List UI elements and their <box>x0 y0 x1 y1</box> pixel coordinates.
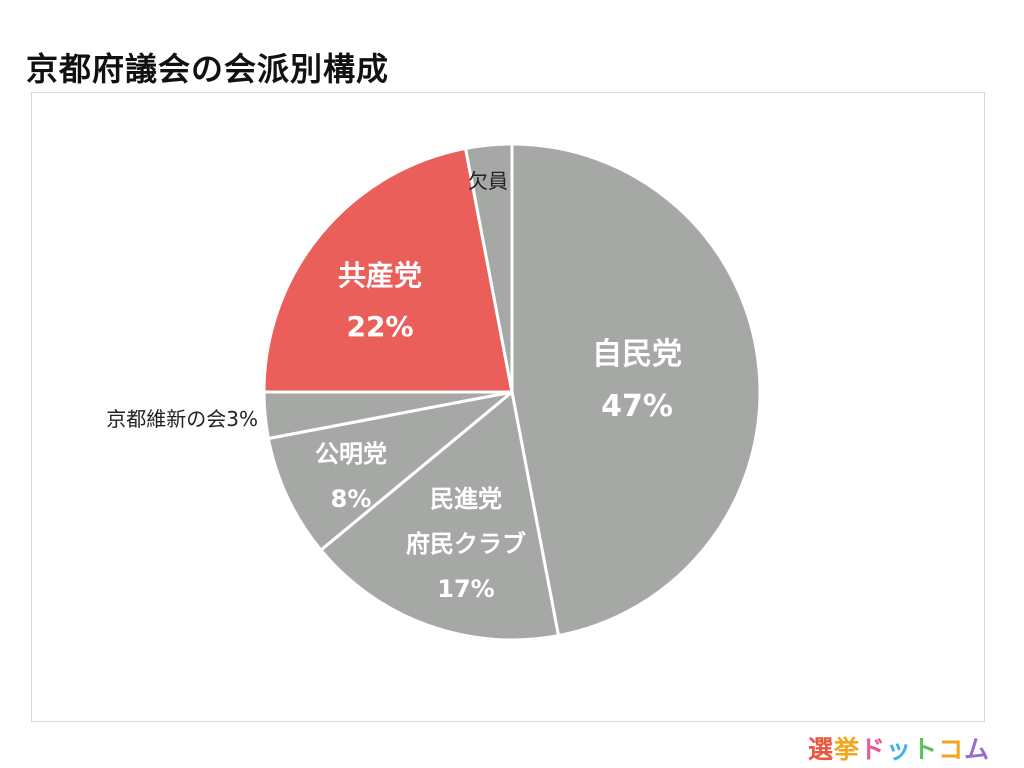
pie-slice <box>266 390 514 552</box>
slice-percent-label: 22% <box>346 310 413 343</box>
logo-char: 選 <box>808 735 835 764</box>
page-title: 京都府議会の会派別構成 <box>26 50 390 88</box>
pie-slice <box>319 390 560 642</box>
slice-name-label: 共産党 <box>338 259 422 292</box>
slice-percent-label: 8% <box>331 485 372 513</box>
slice-name-label: 公明党 <box>315 440 387 468</box>
slice-percent-label: 17% <box>437 575 494 603</box>
pie-slice <box>262 146 514 394</box>
slice-name-label: 府民クラブ <box>406 530 526 558</box>
site-logo[interactable]: 選挙ドットコム <box>808 730 990 766</box>
logo-char: ム <box>964 735 991 764</box>
slice-name-label: 民進党 <box>430 485 502 513</box>
logo-char: コ <box>938 735 965 764</box>
slice-outside-label: 京都維新の会3% <box>106 407 258 431</box>
logo-char: 挙 <box>834 735 861 764</box>
slice-outside-label: 欠員 <box>468 169 508 193</box>
logo-char: ト <box>912 735 939 764</box>
pie-slice <box>464 142 514 394</box>
logo-char: ッ <box>886 735 913 764</box>
slice-name-label: 自民党 <box>592 337 682 372</box>
chart-frame <box>31 92 985 722</box>
slice-percent-label: 47% <box>601 389 673 424</box>
logo-char: ド <box>860 735 887 764</box>
pie-slice <box>510 142 762 638</box>
